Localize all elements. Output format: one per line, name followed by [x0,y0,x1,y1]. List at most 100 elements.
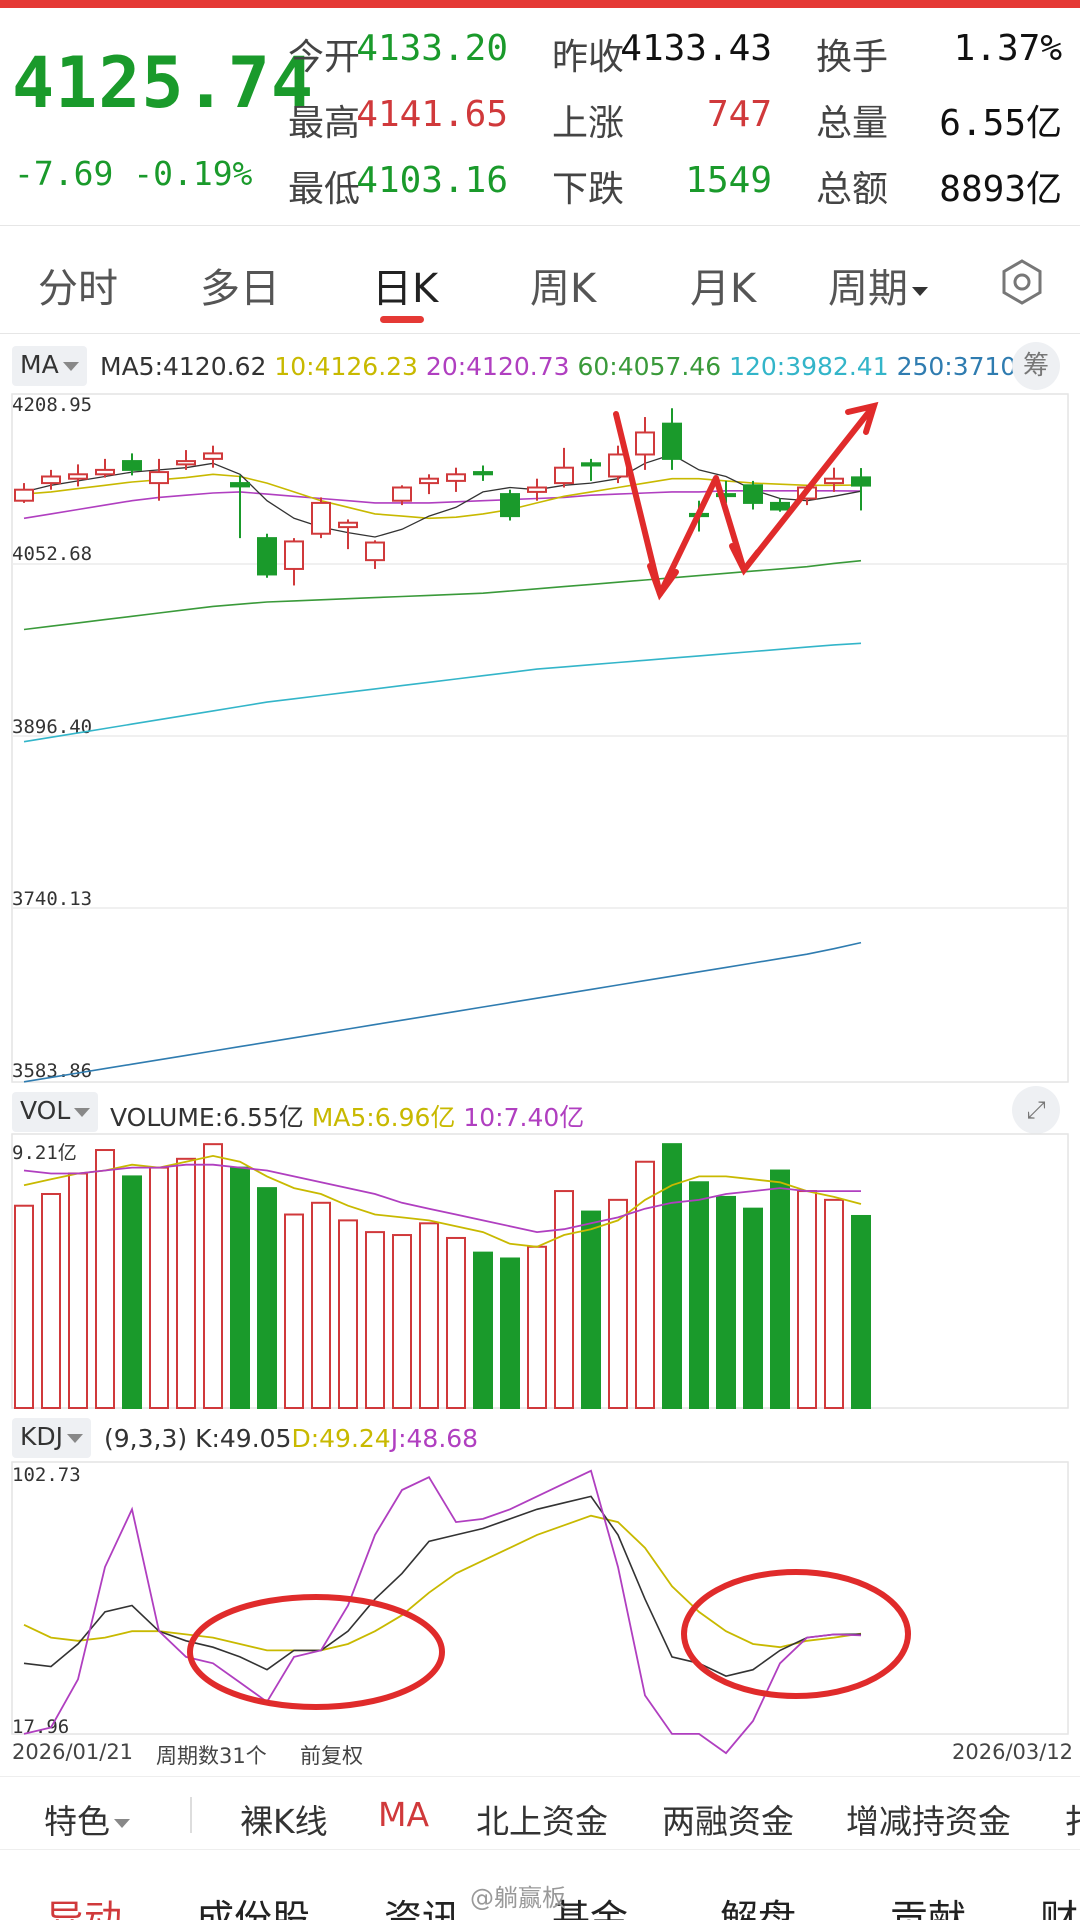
indicator-ma[interactable]: MA [378,1795,430,1834]
y-label-min: 3583.86 [12,1060,93,1082]
nav-finance[interactable]: 财 [1040,1897,1079,1920]
candle-down [473,471,493,476]
y-label-2: 4052.68 [12,543,93,565]
volume-ma10-line [23,1163,861,1234]
volume-bar-up [311,1201,331,1410]
vol-selector-label: VOL [20,1096,71,1125]
volume-bar-down [230,1166,250,1410]
tab-period-dropdown[interactable]: 周期 [828,256,928,314]
nav-news[interactable]: 资讯 [384,1897,461,1920]
volume-bar-down [716,1195,736,1409]
quote-row: 最低 4103.16 下跌 1549 总额 8893亿 [288,160,1068,220]
active-tab-indicator [380,316,424,323]
kdj-selector[interactable]: KDJ [12,1418,92,1458]
volume-bar-up [446,1236,466,1409]
candle-up [14,488,34,502]
vol-ma10-value: 10:7.40亿 [463,1103,585,1132]
nav-movement[interactable]: 异动 [46,1897,123,1920]
index-change: -7.69 -0.19% [14,154,252,193]
candle-down [230,482,250,488]
ma-selector[interactable]: MA [12,346,87,386]
top-accent-bar [0,0,1080,8]
index-price: 4125.74 [12,42,315,124]
annotation-arrow-path [613,405,875,597]
ma250-line [23,941,862,1083]
ma5-value: MA5:4120.62 [100,352,267,381]
nav-constituents[interactable]: 成份股 [196,1897,311,1920]
volume-value: VOLUME:6.55亿 [110,1103,304,1132]
candle-up [149,471,169,485]
candle-up [635,431,655,456]
ma20-value: 20:4120.73 [425,352,570,381]
kdj-k-line [23,1495,862,1677]
tab-daily-k[interactable]: 日K [372,266,439,312]
indicator-holding-change[interactable]: 增减持资金 [846,1802,1011,1841]
candle-up [311,501,331,535]
kdj-k-value: K:49.05 [195,1424,292,1453]
nav-analysis[interactable]: 解盘 [720,1897,797,1920]
watermark: @躺赢板 [470,1884,566,1912]
volume-bar-down [257,1187,277,1409]
volume-bar-up [14,1204,34,1409]
candle-up [68,473,88,480]
indicator-more[interactable]: 扌 [1064,1795,1080,1843]
quote-label: 总额 [816,169,889,210]
kdj-d-value: D:49.24 [291,1424,391,1453]
candle-down [257,537,277,576]
candle-up [527,486,547,493]
kdj-panel-frame [11,1461,1069,1735]
quote-value: 4141.65 [356,94,508,135]
candle-down [500,493,520,518]
tab-multi-day[interactable]: 多日 [200,266,280,312]
nav-funds[interactable]: 基金 [552,1897,629,1920]
y-label-max: 4208.95 [12,394,93,416]
ma-selector-label: MA [20,350,59,379]
change-value: -7.69 [14,154,114,193]
chevron-down-icon [114,1819,130,1828]
divider [190,1797,192,1833]
quote-value: 4133.20 [356,28,508,69]
chip-distribution-button[interactable]: 筹 [1012,342,1060,390]
change-percent: -0.19% [133,154,253,193]
tab-monthly-k[interactable]: 月K [690,266,757,312]
quote-value: 747 [706,94,772,135]
indicator-bar: 特色 裸K线 MA 北上资金 两融资金 增减持资金 扌 [0,1776,1080,1850]
kdj-d-line [23,1514,862,1652]
volume-bar-up [797,1190,817,1409]
kdj-legend: (9,3,3) K:49.05D:49.24J:48.68 [104,1424,478,1453]
ma120-line [23,642,862,743]
vol-legend: VOLUME:6.55亿 MA5:6.96亿 10:7.40亿 [110,1098,584,1134]
volume-bar-down [743,1207,763,1410]
candle-down [581,462,601,467]
ma10-value: 10:4126.23 [274,352,418,381]
volume-bar-up [41,1192,61,1410]
indicator-northbound[interactable]: 北上资金 [476,1802,608,1841]
volume-bar-down [500,1257,520,1410]
indicator-margin[interactable]: 两融资金 [662,1802,794,1841]
candle-down [662,422,682,460]
volume-bar-down [770,1169,790,1410]
quote-value: 8893亿 [939,169,1062,210]
ma120-value: 120:3982.41 [729,352,889,381]
indicator-naked-k[interactable]: 裸K线 [240,1802,328,1841]
volume-bar-down [662,1143,682,1410]
candle-up [554,466,574,485]
price-panel-frame [11,393,1069,1083]
quote-row: 最高 4141.65 上涨 747 总量 6.55亿 [288,94,1068,154]
tab-intraday[interactable]: 分时 [38,266,118,312]
indicator-featured[interactable]: 特色 [44,1795,130,1843]
candle-up [365,541,385,562]
quote-label: 上涨 [552,103,625,144]
nav-contribution[interactable]: 贡献 [890,1897,967,1920]
expand-icon[interactable]: ⤢ [1012,1086,1060,1134]
volume-bar-up [824,1198,844,1410]
settings-hexagon-icon[interactable] [998,258,1046,306]
tab-weekly-k[interactable]: 周K [530,266,597,312]
indicator-featured-label: 特色 [44,1802,110,1841]
volume-bar-down [689,1181,709,1409]
volume-bar-up [635,1160,655,1410]
y-label-4: 3740.13 [12,888,93,910]
candle-up [176,460,196,466]
vol-selector[interactable]: VOL [12,1092,99,1132]
